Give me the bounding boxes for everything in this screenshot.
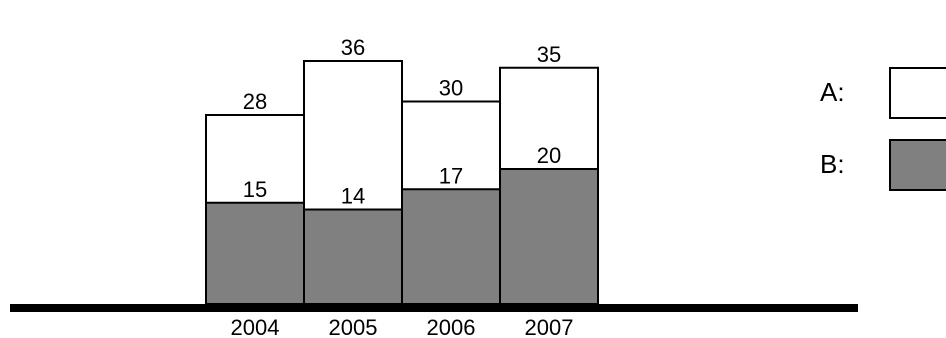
- data-label-a-2006: 30: [439, 76, 463, 101]
- data-label-a-2005: 36: [341, 35, 365, 60]
- bar-b-2006: [401, 188, 501, 305]
- legend-swatch-a: [889, 67, 946, 119]
- bar-b-2004: [205, 201, 305, 305]
- x-tick-label-2004: 2004: [231, 315, 280, 338]
- data-label-b-2007: 20: [537, 143, 561, 168]
- data-label-b-2004: 15: [243, 177, 267, 202]
- data-label-b-2005: 14: [341, 184, 365, 209]
- labels-layer: 28 15 36 14 30 17 35 20: [243, 35, 561, 209]
- bar-b-2005: [303, 208, 403, 305]
- x-tick-label-2006: 2006: [427, 315, 476, 338]
- bar-b-2007: [499, 168, 599, 305]
- bars-layer: [205, 60, 599, 305]
- legend-label-b: B:: [820, 149, 845, 179]
- data-label-b-2006: 17: [439, 163, 463, 188]
- x-tick-label-2007: 2007: [525, 315, 574, 338]
- legend-label-a: A:: [820, 77, 845, 107]
- legend: A: B:: [820, 67, 946, 191]
- data-label-a-2007: 35: [537, 42, 561, 67]
- data-label-a-2004: 28: [243, 89, 267, 114]
- tick-labels-layer: 2004 2005 2006 2007: [231, 315, 574, 338]
- x-tick-label-2005: 2005: [329, 315, 378, 338]
- legend-swatch-b: [889, 139, 946, 191]
